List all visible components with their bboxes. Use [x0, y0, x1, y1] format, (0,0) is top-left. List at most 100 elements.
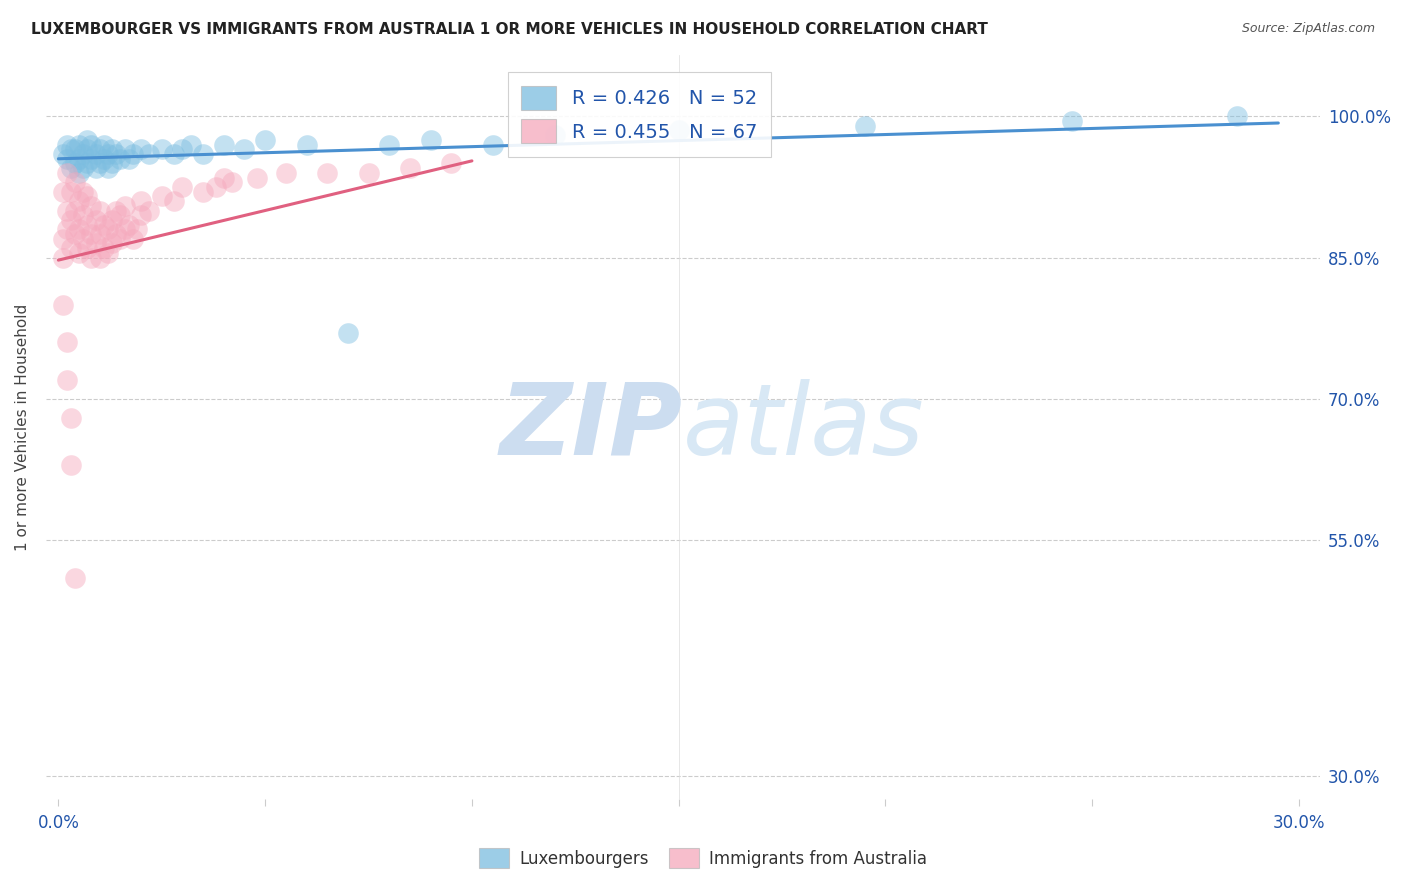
Point	[150, 142, 173, 156]
Point	[67, 194, 90, 208]
Point	[110, 232, 132, 246]
Text: ZIP: ZIP	[499, 378, 683, 475]
Point	[357, 166, 380, 180]
Point	[89, 156, 111, 170]
Point	[89, 251, 111, 265]
Point	[97, 246, 120, 260]
Point	[55, 203, 77, 218]
Point	[55, 222, 77, 236]
Point	[84, 161, 107, 176]
Point	[105, 147, 128, 161]
Point	[114, 222, 136, 236]
Point	[481, 137, 503, 152]
Point	[440, 156, 463, 170]
Point	[55, 373, 77, 387]
Point	[89, 227, 111, 241]
Point	[97, 222, 120, 236]
Point	[150, 189, 173, 203]
Point	[63, 175, 86, 189]
Point	[76, 218, 98, 232]
Point	[853, 119, 876, 133]
Legend: R = 0.426   N = 52, R = 0.455   N = 67: R = 0.426 N = 52, R = 0.455 N = 67	[508, 72, 770, 157]
Point	[59, 142, 82, 156]
Point	[59, 458, 82, 472]
Point	[212, 170, 235, 185]
Point	[72, 147, 94, 161]
Point	[129, 194, 152, 208]
Point	[93, 152, 115, 166]
Point	[1226, 109, 1249, 123]
Point	[63, 571, 86, 585]
Point	[221, 175, 243, 189]
Point	[63, 227, 86, 241]
Point	[51, 232, 73, 246]
Point	[84, 213, 107, 227]
Point	[93, 241, 115, 255]
Point	[121, 232, 143, 246]
Point	[101, 142, 124, 156]
Point	[76, 156, 98, 170]
Point	[76, 241, 98, 255]
Point	[246, 170, 269, 185]
Point	[59, 185, 82, 199]
Point	[191, 185, 214, 199]
Point	[110, 152, 132, 166]
Point	[89, 203, 111, 218]
Point	[72, 208, 94, 222]
Point	[543, 128, 565, 143]
Point	[101, 213, 124, 227]
Point	[204, 180, 226, 194]
Point	[274, 166, 297, 180]
Point	[59, 161, 82, 176]
Point	[67, 246, 90, 260]
Point	[212, 137, 235, 152]
Point	[51, 251, 73, 265]
Point	[316, 166, 339, 180]
Point	[76, 142, 98, 156]
Point	[55, 335, 77, 350]
Point	[172, 180, 194, 194]
Point	[110, 208, 132, 222]
Point	[51, 185, 73, 199]
Point	[59, 241, 82, 255]
Point	[191, 147, 214, 161]
Point	[80, 251, 103, 265]
Point	[114, 199, 136, 213]
Point	[101, 236, 124, 251]
Point	[76, 189, 98, 203]
Point	[93, 218, 115, 232]
Point	[180, 137, 202, 152]
Point	[67, 137, 90, 152]
Point	[72, 161, 94, 176]
Point	[67, 152, 90, 166]
Point	[105, 203, 128, 218]
Point	[51, 147, 73, 161]
Point	[63, 142, 86, 156]
Point	[129, 142, 152, 156]
Legend: Luxembourgers, Immigrants from Australia: Luxembourgers, Immigrants from Australia	[471, 839, 935, 877]
Point	[105, 227, 128, 241]
Y-axis label: 1 or more Vehicles in Household: 1 or more Vehicles in Household	[15, 303, 30, 550]
Point	[399, 161, 422, 176]
Point	[84, 236, 107, 251]
Point	[1060, 114, 1083, 128]
Point	[254, 133, 277, 147]
Point	[163, 147, 186, 161]
Point	[101, 156, 124, 170]
Point	[84, 147, 107, 161]
Point	[138, 147, 160, 161]
Text: Source: ZipAtlas.com: Source: ZipAtlas.com	[1241, 22, 1375, 36]
Point	[80, 152, 103, 166]
Point	[72, 185, 94, 199]
Point	[76, 133, 98, 147]
Point	[51, 298, 73, 312]
Point	[80, 199, 103, 213]
Point	[378, 137, 401, 152]
Point	[295, 137, 318, 152]
Point	[118, 152, 141, 166]
Point	[67, 222, 90, 236]
Point	[172, 142, 194, 156]
Point	[336, 326, 359, 340]
Point	[72, 232, 94, 246]
Point	[59, 410, 82, 425]
